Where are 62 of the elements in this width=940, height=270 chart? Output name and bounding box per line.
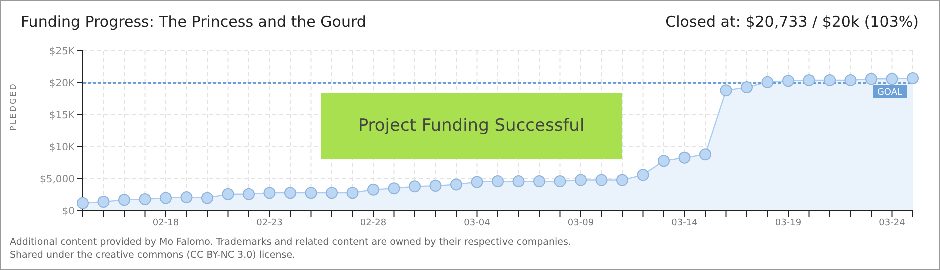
y-tick-label: $10K: [49, 142, 76, 154]
banner: Project Funding Successful: [321, 93, 622, 159]
point: [388, 182, 400, 195]
ref-line-label: GOAL: [877, 88, 903, 98]
text: Additional content provided by Mo Falomo. Trademarks and related content are owned by their respective companies.: [10, 237, 572, 248]
point: [824, 74, 836, 86]
point: [77, 197, 89, 210]
point: [264, 187, 276, 200]
point: [534, 176, 546, 188]
point: [741, 81, 753, 94]
point: [700, 148, 712, 161]
y-tick-label: $25K: [49, 46, 76, 58]
point: [492, 176, 504, 188]
x-tick-label: 02-18: [152, 218, 180, 228]
point: [616, 174, 628, 186]
point: [678, 152, 691, 164]
text: Shared under the creative commons (CC BY-NC 3.0) license.: [10, 250, 296, 261]
point: [118, 194, 130, 206]
y-tick-label: $20K: [49, 78, 76, 90]
point: [471, 176, 484, 188]
point: [782, 75, 794, 88]
point: [180, 192, 193, 204]
point: [886, 73, 898, 86]
y-tick-label: $0: [62, 206, 75, 218]
point: [803, 74, 816, 86]
y-axis-title: PLEDGED: [8, 82, 18, 131]
point: [596, 174, 608, 186]
point: [575, 174, 587, 186]
point: [222, 188, 234, 200]
point: [637, 169, 650, 182]
point: [762, 76, 774, 88]
point: [409, 180, 421, 193]
x-tick-label: 02-28: [360, 218, 387, 228]
x-tick-label: 02-23: [256, 218, 283, 228]
point: [305, 187, 318, 200]
chart-subtitle: Closed at: $20,733 / $20k (103%): [666, 13, 919, 31]
x-tick-label: 03-24: [879, 218, 906, 228]
point: [326, 187, 338, 200]
point: [98, 196, 110, 208]
chart-title: Funding Progress: The Princess and the Gourd: [21, 13, 366, 31]
point: [512, 176, 525, 188]
x-tick-label: 03-19: [775, 218, 802, 228]
point: [658, 155, 670, 168]
x-tick-label: 03-04: [464, 218, 491, 228]
point: [554, 176, 566, 188]
point: [450, 178, 462, 191]
point: [844, 74, 857, 86]
point: [160, 192, 172, 204]
point: [430, 180, 442, 192]
point: [866, 73, 878, 86]
point: [202, 192, 214, 204]
point: [139, 193, 152, 206]
y-tick-label: $15K: [49, 110, 76, 122]
point: [243, 188, 255, 200]
point: [368, 184, 380, 196]
point: [346, 187, 359, 200]
point: [284, 187, 296, 200]
point: [720, 84, 732, 97]
point: [907, 72, 919, 85]
x-tick-label: 03-14: [672, 218, 698, 228]
y-tick-label: $5,000: [40, 174, 75, 186]
x-tick-label: 03-09: [568, 218, 594, 228]
